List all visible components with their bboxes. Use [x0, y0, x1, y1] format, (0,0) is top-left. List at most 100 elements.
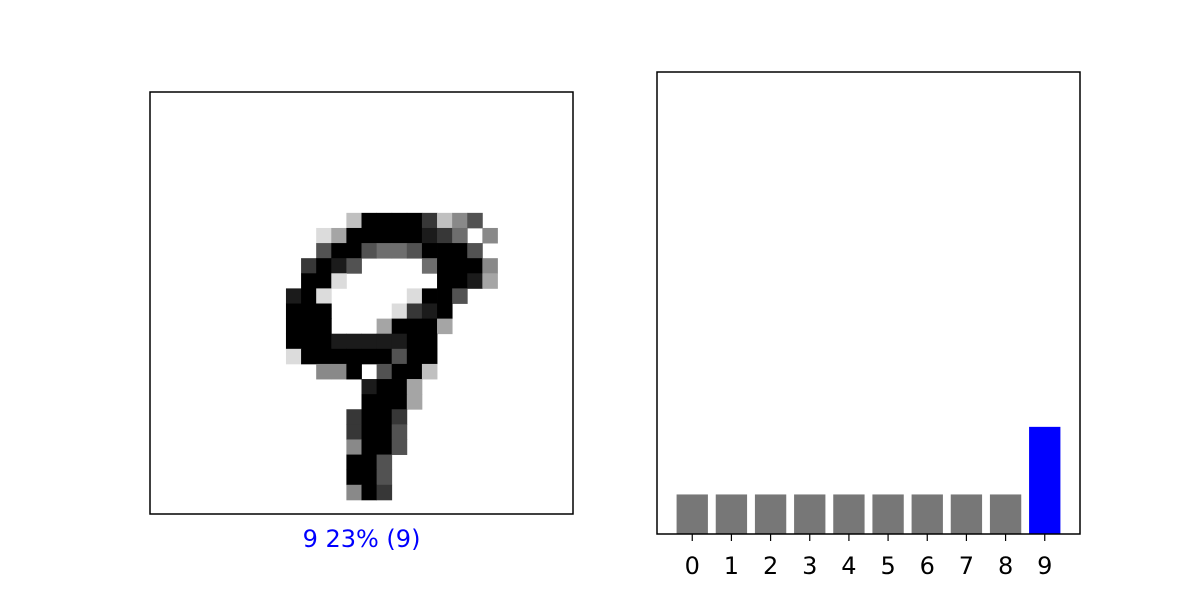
- digit-pixel: [391, 227, 408, 244]
- digit-pixel: [316, 318, 332, 335]
- digit-pixel: [316, 288, 332, 304]
- digit-pixel: [437, 258, 453, 274]
- digit-pixel: [346, 227, 362, 244]
- digit-pixel: [316, 227, 332, 244]
- digit-pixel: [421, 363, 438, 380]
- digit-pixel: [391, 212, 408, 229]
- digit-image-panel: 9 23% (9): [149, 91, 574, 553]
- digit-pixel: [361, 409, 378, 425]
- digit-pixel: [331, 348, 347, 365]
- digit-pixel: [391, 424, 408, 440]
- digit-pixel: [406, 288, 423, 304]
- digit-pixel: [421, 333, 438, 350]
- digit-pixel: [437, 318, 453, 335]
- image-frame: [149, 91, 574, 515]
- digit-pixel: [346, 333, 362, 350]
- chart-frame: [656, 71, 1081, 535]
- digit-pixel: [421, 227, 438, 244]
- digit-pixel: [301, 348, 317, 365]
- digit-pixel: [346, 409, 362, 425]
- digit-pixel: [346, 212, 362, 229]
- digit-pixel: [301, 258, 317, 274]
- x-tick-label: 5: [880, 552, 895, 580]
- digit-pixel: [391, 394, 408, 410]
- digit-pixel: [331, 273, 347, 289]
- x-tick-label: 8: [998, 552, 1013, 580]
- digit-pixel: [452, 227, 468, 244]
- digit-pixel: [406, 318, 423, 335]
- digit-pixel: [361, 243, 378, 259]
- digit-pixel: [301, 273, 317, 289]
- digit-pixel: [406, 227, 423, 244]
- digit-pixel: [346, 348, 362, 365]
- digit-pixel: [301, 333, 317, 350]
- digit-pixel: [346, 424, 362, 440]
- digit-pixel: [376, 333, 393, 350]
- digit-pixel: [301, 288, 317, 304]
- digit-pixel: [467, 273, 483, 289]
- digit-pixel: [376, 394, 393, 410]
- digit-pixel: [421, 288, 438, 304]
- digit-pixel: [406, 363, 423, 380]
- digit-pixel: [361, 227, 378, 244]
- digit-pixel: [452, 288, 468, 304]
- prediction-caption: 9 23% (9): [303, 525, 421, 553]
- digit-pixel: [376, 212, 393, 229]
- digit-pixel: [406, 212, 423, 229]
- digit-pixel: [376, 348, 393, 365]
- digit-pixel: [421, 303, 438, 320]
- x-tick-label: 3: [802, 552, 817, 580]
- digit-pixel: [301, 303, 317, 320]
- digit-pixel: [316, 303, 332, 320]
- digit-pixel: [316, 348, 332, 365]
- digit-pixel: [391, 318, 408, 335]
- digit-pixel: [376, 227, 393, 244]
- digit-pixel: [391, 363, 408, 380]
- digit-pixel: [406, 303, 423, 320]
- bar-5: [872, 494, 904, 534]
- digit-pixel: [467, 212, 483, 229]
- digit-pixel: [331, 363, 347, 380]
- digit-pixel: [301, 318, 317, 335]
- digit-pixel: [452, 243, 468, 259]
- digit-pixel: [437, 288, 453, 304]
- digit-pixel: [406, 394, 423, 410]
- digit-pixel: [361, 379, 378, 395]
- bar-3: [794, 494, 826, 534]
- bar-6: [911, 494, 943, 534]
- bar-7: [950, 494, 983, 534]
- digit-pixel: [331, 258, 347, 274]
- digit-pixel: [285, 333, 302, 350]
- digit-pixel: [376, 243, 393, 259]
- digit-pixel: [361, 333, 378, 350]
- x-tick-label: 9: [1037, 552, 1052, 580]
- digit-pixel: [361, 212, 378, 229]
- digit-pixel: [391, 409, 408, 425]
- digit-pixel: [482, 258, 498, 274]
- digit-pixel: [421, 212, 438, 229]
- digit-pixel: [376, 379, 393, 395]
- digit-pixel: [376, 363, 393, 380]
- digit-pixel: [406, 333, 423, 350]
- x-tick-label: 2: [763, 552, 778, 580]
- x-tick-label: 7: [959, 552, 974, 580]
- digit-pixel: [467, 258, 483, 274]
- bar-8: [989, 494, 1022, 534]
- digit-pixel: [437, 303, 453, 320]
- digit-pixel: [316, 258, 332, 274]
- digit-pixel: [376, 409, 393, 425]
- digit-pixel: [437, 227, 453, 244]
- digit-pixel: [376, 484, 393, 501]
- digit-pixel: [346, 484, 362, 501]
- digit-pixel: [361, 424, 378, 440]
- digit-pixel: [467, 243, 483, 259]
- digit-pixel: [346, 243, 362, 259]
- digit-pixel: [361, 394, 378, 410]
- digit-pixel: [391, 379, 408, 395]
- digit-pixel: [406, 348, 423, 365]
- digit-pixel: [421, 348, 438, 365]
- x-tick-label: 0: [685, 552, 700, 580]
- digit-pixel: [391, 439, 408, 455]
- digit-pixel: [331, 243, 347, 259]
